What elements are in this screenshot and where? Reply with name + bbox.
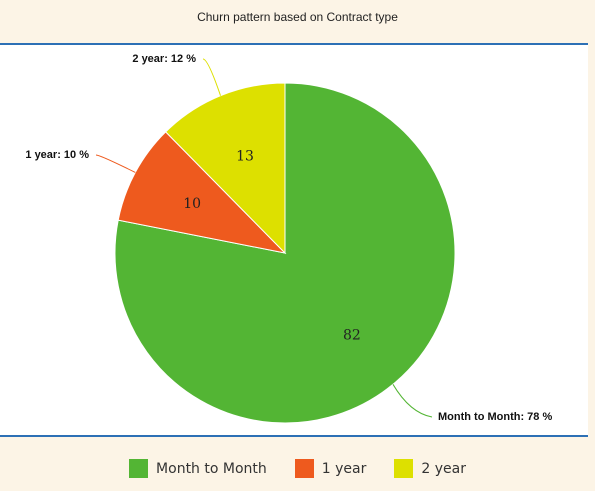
legend-swatch-month-to-month — [129, 459, 149, 478]
slice-value-month-to-month: 82 — [343, 327, 361, 343]
legend-label-2-year: 2 year — [421, 460, 466, 477]
outer-label-1-year: 1 year: 10 % — [25, 149, 89, 161]
top-rule — [0, 43, 588, 45]
legend-swatch-2-year — [394, 459, 414, 478]
plot-panel: 82 10 13 Month to Month: 78 % 1 year: 10 % 2… — [0, 45, 588, 435]
pie-slice-month-to-month[interactable] — [114, 82, 456, 424]
slice-value-2-year: 13 — [236, 148, 254, 164]
legend-label-month-to-month: Month to Month — [156, 460, 267, 477]
legend-label-1-year: 1 year — [321, 460, 367, 477]
leader-line-month-to-month — [392, 384, 433, 418]
legend-item-2-year[interactable]: 2 year — [394, 459, 466, 478]
legend: Month to Month 1 year 2 year — [0, 459, 595, 478]
leader-line-2-year — [202, 58, 222, 96]
pie-slice-2-year[interactable] — [164, 82, 286, 255]
pie-chart: 82 10 13 Month to Month: 78 % 1 year: 10 % 2… — [25, 53, 552, 424]
chart-title: Churn pattern based on Contract type — [197, 10, 398, 24]
slice-value-1-year: 10 — [183, 196, 201, 212]
legend-swatch-1-year — [294, 459, 314, 478]
leader-line-1-year — [95, 154, 136, 173]
bottom-rule — [0, 435, 588, 437]
outer-label-2-year: 2 year: 12 % — [132, 53, 196, 65]
legend-item-month-to-month[interactable]: Month to Month — [129, 459, 267, 478]
legend-item-1-year[interactable]: 1 year — [294, 459, 367, 478]
outer-label-month-to-month: Month to Month: 78 % — [438, 411, 552, 423]
